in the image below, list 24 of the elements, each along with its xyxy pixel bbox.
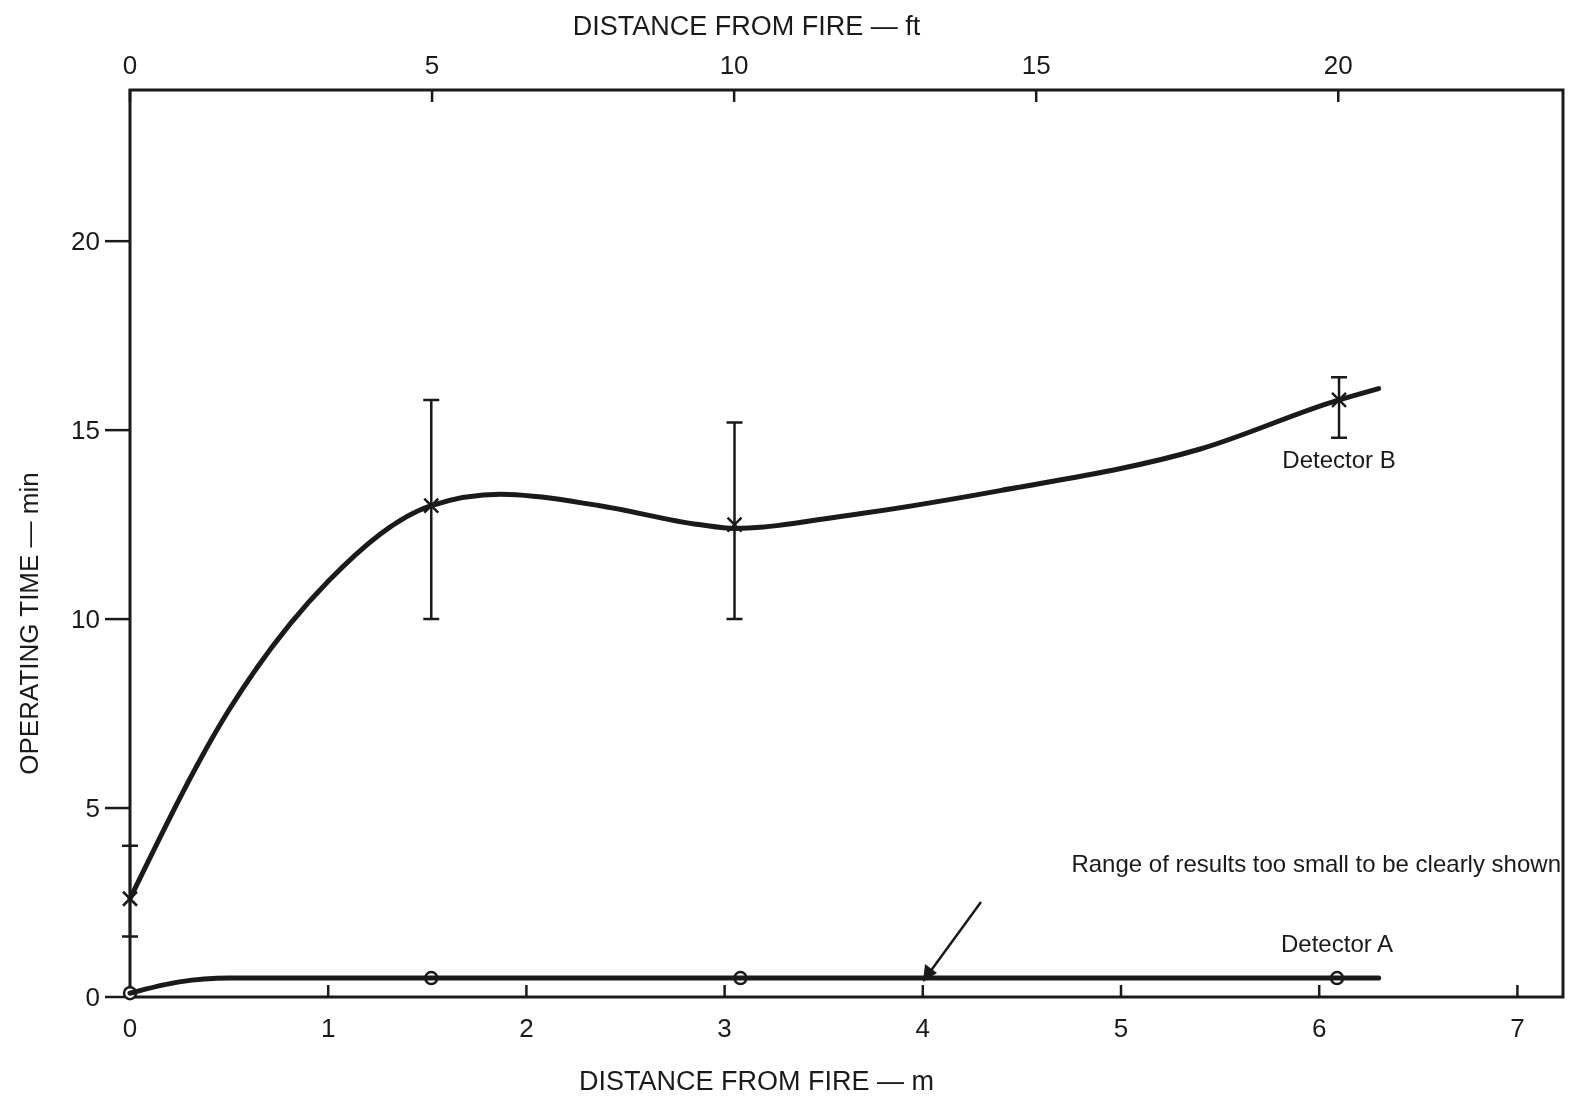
x2-tick-label: 0: [122, 50, 138, 80]
y-tick-label: 20: [71, 226, 100, 257]
x2-tick-label: 20: [1323, 50, 1353, 80]
y-tick-label: 5: [85, 793, 100, 824]
x-tick-label: 7: [1510, 1013, 1525, 1043]
x-tick-label: 2: [519, 1013, 534, 1043]
x2-tick-label: 10: [719, 50, 749, 80]
x-tick-label: 5: [1113, 1013, 1129, 1043]
y-tick-label: 0: [85, 982, 100, 1012]
x2-tick-label: 5: [424, 50, 440, 80]
x2-axis-title: DISTANCE FROM FIRE — ft: [572, 11, 921, 41]
x2-tick-label: 15: [1021, 50, 1051, 80]
y-axis-title: OPERATING TIME — min: [14, 472, 44, 775]
text: Detector B: [1282, 445, 1396, 473]
y-tick-label: 10: [71, 604, 100, 635]
x-tick-label: 0: [122, 1013, 138, 1043]
annotation: Range of results too small to be clearly shown: [1071, 850, 1561, 877]
x-tick-label: 1: [320, 1013, 336, 1043]
x-tick-label: 4: [915, 1013, 931, 1043]
y-tick-label: 15: [71, 415, 100, 446]
x-tick-label: 6: [1311, 1013, 1327, 1043]
series-label: Detector A: [1281, 930, 1394, 958]
x-axis-title: DISTANCE FROM FIRE — m: [579, 1066, 934, 1096]
x-tick-label: 3: [717, 1013, 732, 1043]
